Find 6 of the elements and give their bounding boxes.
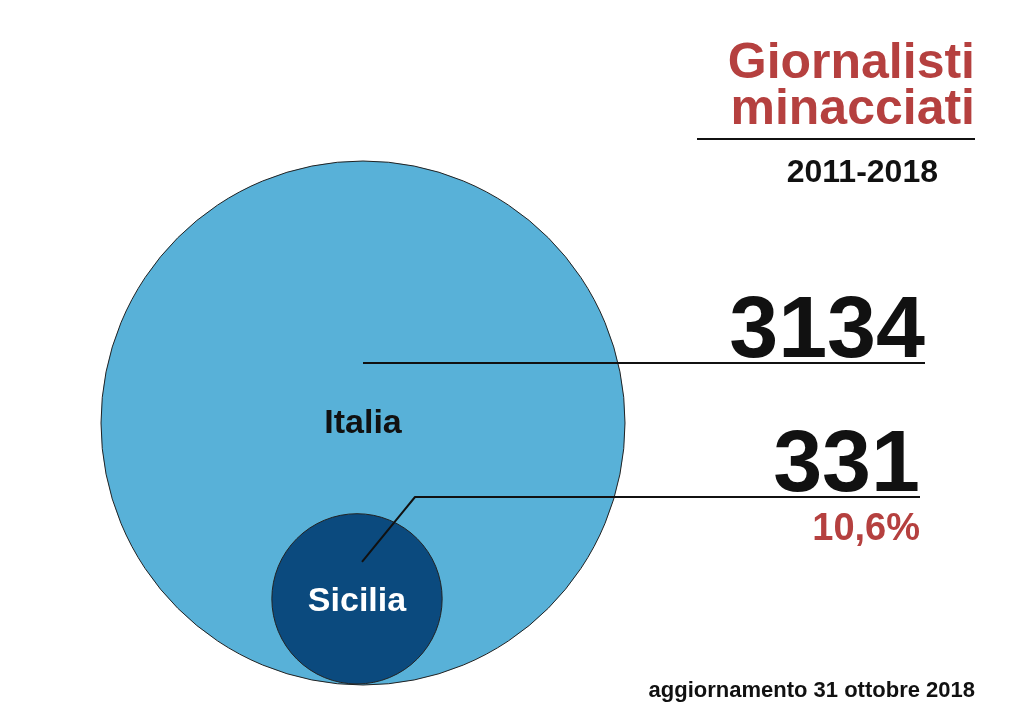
data-label: 3134 — [729, 277, 926, 376]
text: aggiornamento 31 ottobre 2018 — [648, 677, 975, 702]
category-label: Sicilia — [307, 579, 408, 618]
text: 2011-2018 — [786, 153, 938, 189]
text: Giornalisti minacciati — [727, 33, 975, 135]
category-label: Italia — [324, 402, 403, 440]
